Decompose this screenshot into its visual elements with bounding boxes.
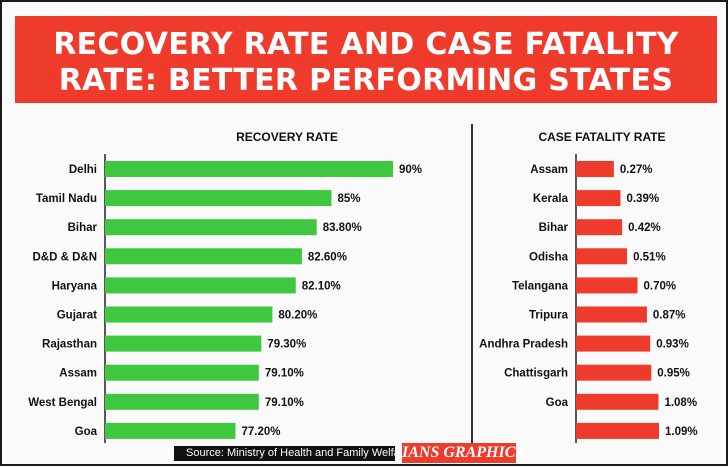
recovery-category-label: Goa bbox=[75, 426, 98, 438]
recovery-value-label: 82.10% bbox=[302, 280, 341, 292]
recovery-value-label: 90% bbox=[399, 164, 422, 176]
fatality-category-label: Odisha bbox=[529, 251, 569, 263]
recovery-category-label: Bihar bbox=[68, 222, 98, 234]
recovery-value-label: 79.10% bbox=[265, 397, 304, 409]
recovery-category-label: Gujarat bbox=[57, 310, 97, 322]
fatality-value-label: 0.27% bbox=[620, 164, 653, 176]
fatality-value-label: 0.93% bbox=[656, 339, 689, 351]
fatality-bar bbox=[576, 306, 647, 323]
panel-divider bbox=[471, 124, 473, 455]
fatality-value-label: 0.39% bbox=[626, 193, 659, 205]
recovery-bar bbox=[105, 190, 332, 207]
source-note: Source: Ministry of Health and Family We… bbox=[174, 446, 410, 461]
recovery-rate-chart: Delhi 90% Tamil Nadu 85% Bihar 83.80% D&D & D&… bbox=[28, 161, 422, 439]
ians-graphics-logo: IANS GRAPHICS bbox=[402, 443, 525, 463]
recovery-category-label: West Bengal bbox=[28, 397, 97, 409]
recovery-bar bbox=[105, 364, 259, 381]
recovery-bar bbox=[105, 393, 259, 410]
fatality-value-label: 1.08% bbox=[664, 397, 697, 409]
recovery-category-label: Tamil Nadu bbox=[36, 193, 97, 205]
recovery-value-label: 82.60% bbox=[308, 251, 347, 263]
recovery-bar bbox=[105, 335, 262, 352]
fatality-category-label: Andhra Pradesh bbox=[479, 339, 568, 351]
recovery-bar bbox=[105, 161, 393, 177]
recovery-value-label: 79.10% bbox=[265, 368, 304, 380]
fatality-value-label: 0.87% bbox=[653, 310, 686, 322]
recovery-bar bbox=[105, 219, 317, 236]
recovery-bar bbox=[105, 248, 302, 265]
fatality-bar bbox=[576, 335, 651, 352]
recovery-category-label: D&D & D&N bbox=[32, 251, 97, 263]
fatality-bar bbox=[576, 422, 659, 439]
fatality-bar bbox=[576, 248, 628, 265]
recovery-bar bbox=[105, 422, 236, 439]
recovery-bar bbox=[105, 277, 296, 294]
recovery-value-label: 85% bbox=[337, 193, 360, 205]
fatality-value-label: 0.42% bbox=[628, 222, 661, 234]
fatality-bar bbox=[576, 161, 614, 177]
fatality-category-label: Chattisgarh bbox=[504, 368, 568, 380]
fatality-bar bbox=[576, 277, 638, 294]
fatality-category-label: Tripura bbox=[529, 310, 569, 322]
recovery-category-label: Assam bbox=[59, 368, 97, 380]
fatality-value-label: 0.95% bbox=[657, 368, 690, 380]
fatality-bar bbox=[576, 393, 659, 410]
fatality-category-label: Telangana bbox=[512, 280, 569, 292]
title-banner: RECOVERY RATE AND CASE FATALITY RATE: BE… bbox=[15, 16, 717, 103]
case-fatality-rate-chart: Assam 0.27% Kerala 0.39% Bihar 0.42% Odisha 0.5… bbox=[479, 161, 698, 439]
fatality-bar bbox=[576, 190, 621, 207]
case-fatality-rate-title: CASE FATALITY RATE bbox=[538, 130, 666, 144]
fatality-bar bbox=[576, 364, 652, 381]
fatality-category-label: Bihar bbox=[539, 222, 569, 234]
title-line-2: RATE: BETTER PERFORMING STATES bbox=[58, 63, 674, 98]
title-line-1: RECOVERY RATE AND CASE FATALITY bbox=[53, 27, 679, 62]
recovery-bar bbox=[105, 306, 273, 323]
fatality-value-label: 0.51% bbox=[633, 251, 666, 263]
fatality-value-label: 0.70% bbox=[644, 280, 677, 292]
recovery-category-label: Rajasthan bbox=[42, 339, 97, 351]
fatality-category-label: Goa bbox=[546, 397, 569, 409]
recovery-value-label: 79.30% bbox=[267, 339, 306, 351]
recovery-value-label: 83.80% bbox=[323, 222, 362, 234]
fatality-category-label: Kerala bbox=[533, 193, 569, 205]
recovery-value-label: 77.20% bbox=[241, 426, 280, 438]
recovery-category-label: Delhi bbox=[69, 164, 97, 176]
fatality-category-label: Assam bbox=[530, 164, 568, 176]
recovery-category-label: Haryana bbox=[52, 280, 98, 292]
recovery-rate-title: RECOVERY RATE bbox=[236, 130, 338, 144]
fatality-bar bbox=[576, 219, 623, 236]
recovery-value-label: 80.20% bbox=[278, 310, 317, 322]
fatality-value-label: 1.09% bbox=[665, 426, 698, 438]
